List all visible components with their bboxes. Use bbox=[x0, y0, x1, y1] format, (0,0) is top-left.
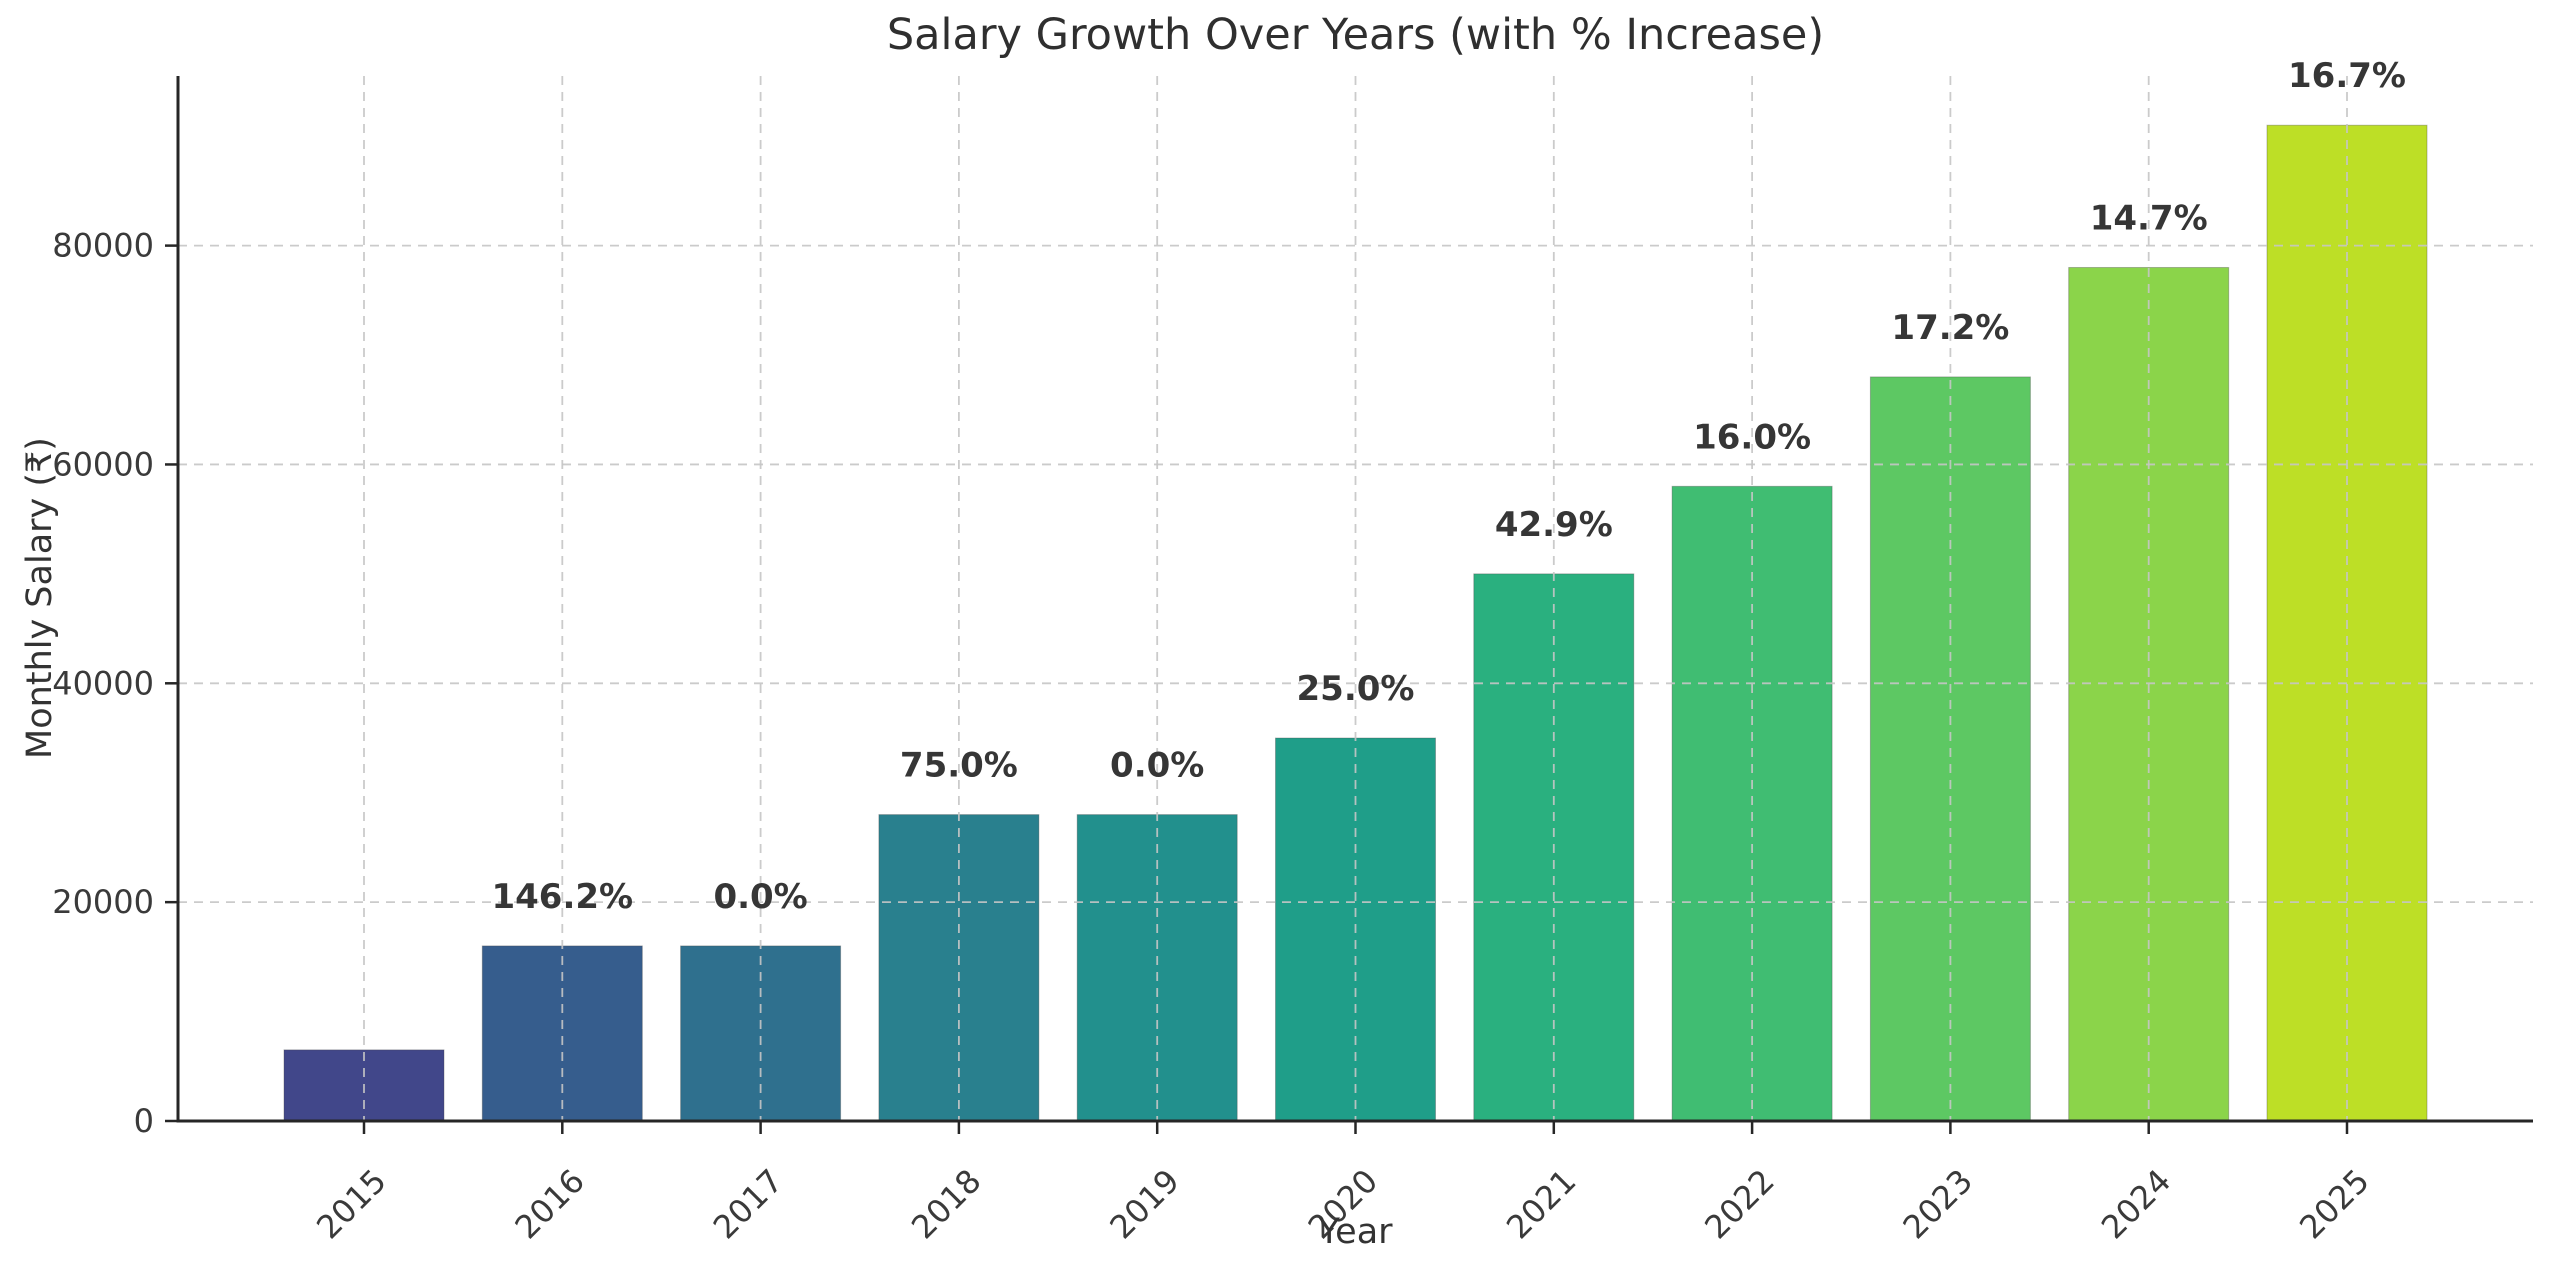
bar-label-2025: 16.7% bbox=[2288, 56, 2406, 96]
bar-label-2016: 146.2% bbox=[491, 877, 633, 917]
bar-label-2021: 42.9% bbox=[1495, 505, 1613, 545]
y-tick-label-40000: 40000 bbox=[52, 664, 154, 702]
bar-label-2024: 14.7% bbox=[2090, 198, 2208, 238]
bar-label-2017: 0.0% bbox=[713, 877, 807, 917]
y-tick-label-0: 0 bbox=[134, 1102, 154, 1140]
bar-label-2022: 16.0% bbox=[1693, 417, 1811, 457]
bar-label-2023: 17.2% bbox=[1891, 308, 2009, 348]
y-tick-label-60000: 60000 bbox=[52, 445, 154, 483]
bar-label-2020: 25.0% bbox=[1297, 669, 1415, 709]
y-tick-label-80000: 80000 bbox=[52, 227, 154, 265]
y-tick-label-20000: 20000 bbox=[52, 883, 154, 921]
x-axis-label: Year bbox=[1318, 1212, 1393, 1252]
bar-label-2019: 0.0% bbox=[1110, 746, 1204, 786]
y-axis-label: Monthly Salary (₹) bbox=[20, 437, 60, 759]
bar-label-2018: 75.0% bbox=[900, 746, 1018, 786]
chart-title: Salary Growth Over Years (with % Increas… bbox=[886, 10, 1825, 60]
